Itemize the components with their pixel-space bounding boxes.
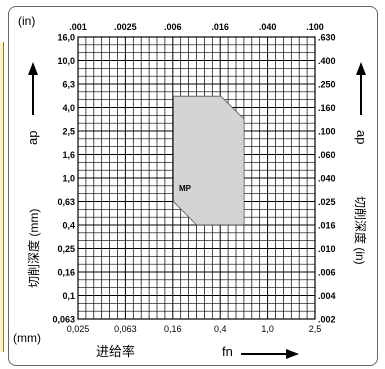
y-tick-label-right: .002: [318, 315, 336, 325]
left-edge-strip: [0, 42, 4, 352]
unit-label-in: (in): [18, 14, 35, 28]
x-tick-label-bottom: 0,4: [214, 324, 227, 334]
x-tick-label-bottom: 0,025: [67, 324, 90, 334]
y-tick-label-right: .016: [318, 221, 336, 231]
y-tick-label-left: 10,0: [57, 56, 75, 66]
y-tick-label-right: .004: [318, 291, 336, 301]
y-tick-label-right: .250: [318, 80, 336, 90]
x-tick-label-top: .100: [306, 22, 324, 32]
y-tick-label-right: .100: [318, 127, 336, 137]
y-tick-label-left: 1,6: [62, 150, 75, 160]
tick-labels: 0,025 0,063 0,16 0,4 1,0 2,5.001.0025.006.016…: [52, 22, 335, 334]
y-tick-label-right: .010: [318, 244, 336, 254]
plot-border: [77, 36, 316, 320]
y-tick-label-right: .160: [318, 103, 336, 113]
y-tick-label-left: 0,063: [52, 315, 75, 325]
x-tick-label-bottom: 0,063: [114, 324, 137, 334]
y-tick-label-left: 0,1: [62, 291, 75, 301]
y-tick-label-left: 2,5: [62, 127, 75, 137]
x-tick-label-top: .040: [259, 22, 277, 32]
y-tick-label-left: 16,0: [57, 33, 75, 43]
x-tick-label-top: .006: [164, 22, 182, 32]
y-tick-label-left: 0,25: [57, 244, 75, 254]
y-axis-label-left: 切削深度 (mm): [26, 209, 41, 288]
x-axis-symbol: fn: [222, 344, 233, 359]
y-axis-arrowhead-left: [28, 62, 38, 75]
mp-region: [173, 95, 245, 226]
y-tick-label-left: 0,4: [62, 221, 75, 231]
y-tick-label-right: .630: [318, 33, 336, 43]
grid: [77, 36, 316, 320]
x-axis-arrowhead: [286, 349, 299, 359]
y-tick-label-left: 1,0: [62, 174, 75, 184]
y-tick-label-right: .006: [318, 268, 336, 278]
x-tick-label-top: .001: [69, 22, 87, 32]
unit-label-mm: (mm): [13, 331, 41, 345]
x-tick-label-bottom: 0,16: [164, 324, 182, 334]
y-axis-arrowhead-right: [356, 62, 366, 75]
mp-region-layer: MP: [173, 95, 245, 226]
x-axis-label-cn: 进给率: [96, 344, 135, 359]
y-axis-symbol-right: ap: [354, 130, 369, 144]
y-tick-label-right: .060: [318, 150, 336, 160]
y-axis-label-right: 切削深度 (in): [353, 196, 368, 265]
y-tick-label-right: .400: [318, 56, 336, 66]
y-tick-label-left: 0,16: [57, 268, 75, 278]
y-tick-label-left: 0,63: [57, 197, 75, 207]
y-tick-label-left: 6,3: [62, 80, 75, 90]
mp-region-label: MP: [179, 184, 192, 193]
x-tick-label-bottom: 2,5: [309, 324, 322, 334]
y-axis-symbol-left: ap: [25, 131, 40, 145]
x-tick-label-top: .0025: [114, 22, 137, 32]
y-tick-label-right: .040: [318, 174, 336, 184]
x-tick-label-top: .016: [211, 22, 229, 32]
y-tick-label-left: 4,0: [62, 103, 75, 113]
y-tick-label-right: .025: [318, 197, 336, 207]
x-tick-label-bottom: 1,0: [261, 324, 274, 334]
